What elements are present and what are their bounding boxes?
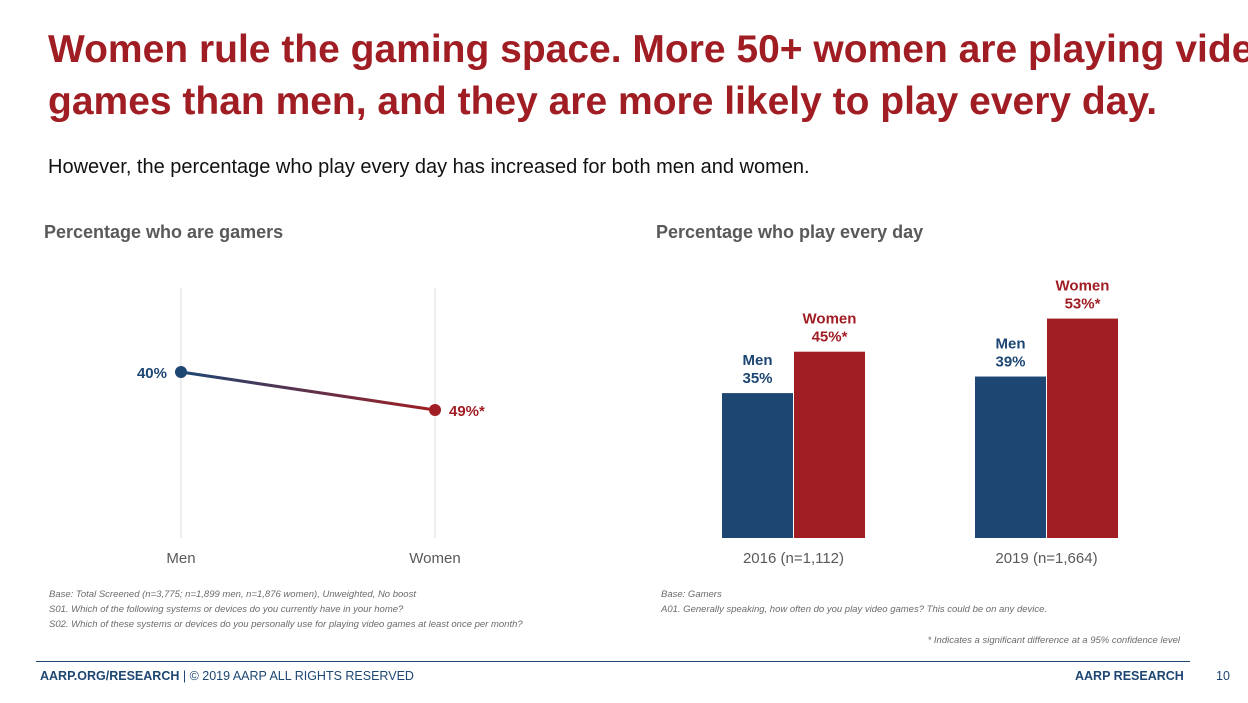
footer-brand: AARP RESEARCH xyxy=(1075,669,1184,683)
daily-play-chart-title: Percentage who play every day xyxy=(656,222,924,242)
series-label-men-0: Men xyxy=(743,352,773,369)
page-title-line-1: Women rule the gaming space. More 50+ wo… xyxy=(48,28,1248,71)
x-tick-group-0: 2016 (n=1,112) xyxy=(743,550,844,567)
x-tick-women: Women xyxy=(409,550,460,567)
gamers-chart-title: Percentage who are gamers xyxy=(44,222,284,242)
series-label-women-1: Women xyxy=(1056,278,1110,295)
note-a01: A01. Generally speaking, how often do yo… xyxy=(661,604,1048,615)
page-subtitle: However, the percentage who play every d… xyxy=(48,156,810,178)
data-label-men-1: 39% xyxy=(995,354,1025,371)
page-title-line-2: games than men, and they are more likely… xyxy=(48,80,1158,123)
base-notes-left: Base: Total Screened (n=3,775; n=1,899 m… xyxy=(49,589,549,634)
bar-women-1 xyxy=(1047,318,1118,538)
data-label-men-0: 35% xyxy=(742,370,772,387)
bar-women-0 xyxy=(794,351,865,538)
point-women xyxy=(429,404,441,416)
x-tick-men: Men xyxy=(166,550,195,567)
data-label-women: 49%* xyxy=(449,403,485,420)
series-label-women-0: Women xyxy=(803,311,857,328)
data-label-women-1: 53%* xyxy=(1065,296,1101,313)
point-men xyxy=(175,366,187,378)
note-s02: S02. Which of these systems or devices d… xyxy=(49,619,523,630)
gamers-line xyxy=(180,370,436,412)
significance-note: * Indicates a significant difference at … xyxy=(927,635,1180,646)
data-label-women-0: 45%* xyxy=(812,329,848,346)
note-base-gamers: Base: Gamers xyxy=(661,589,722,600)
page-title: Women rule the gaming space. More 50+ wo… xyxy=(48,24,1248,128)
page-number: 10 xyxy=(1216,669,1230,683)
note-s01: S01. Which of the following systems or d… xyxy=(49,604,404,615)
series-label-men-1: Men xyxy=(996,336,1026,353)
bar-men-1 xyxy=(975,376,1046,538)
note-base-screened: Base: Total Screened (n=3,775; n=1,899 m… xyxy=(49,589,416,600)
footer-site-link[interactable]: AARP.ORG/RESEARCH xyxy=(40,669,180,683)
footer-copyright: AARP.ORG/RESEARCH | © 2019 AARP ALL RIGH… xyxy=(40,669,414,683)
footer-divider xyxy=(36,661,1190,662)
footer-rights: | © 2019 AARP ALL RIGHTS RESERVED xyxy=(179,669,414,683)
bar-men-0 xyxy=(722,393,793,538)
data-label-men: 40% xyxy=(137,365,167,382)
gamers-line-chart: 40% Men 49%* Women xyxy=(137,288,485,567)
base-notes-right: Base: Gamers A01. Generally speaking, ho… xyxy=(661,589,1181,619)
x-tick-group-1: 2019 (n=1,664) xyxy=(995,550,1097,567)
